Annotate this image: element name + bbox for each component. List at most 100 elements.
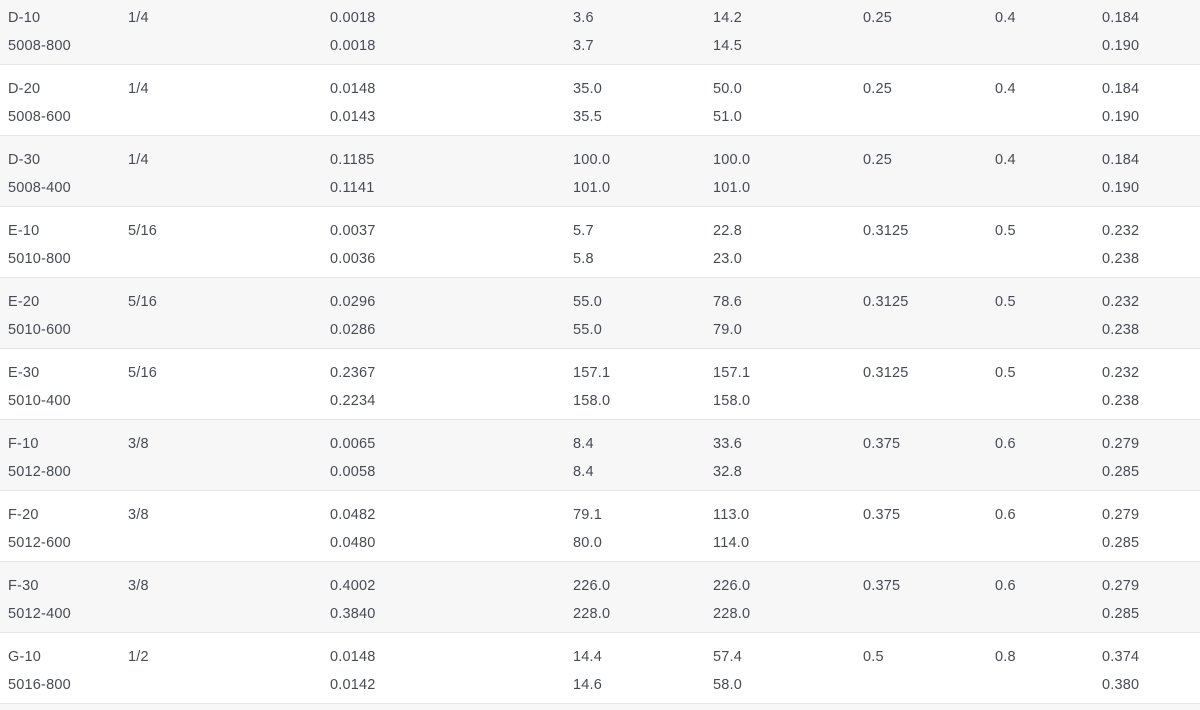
cell-col5: 100.0 101.0 (705, 146, 855, 206)
cell-col6: 0.5 (855, 643, 987, 703)
col3-line2: 0.2234 (330, 393, 376, 409)
col5-line1: 14.2 (713, 10, 743, 26)
cell-col5: 50.0 51.0 (705, 75, 855, 135)
cell-col7: 0.4 (987, 4, 1094, 64)
col4-line2: 8.4 (573, 464, 594, 480)
table-row: F-30 5012-400 3/8 0.4002 0.3840 226.0 22… (0, 562, 1200, 633)
cell-model: D-30 5008-400 (0, 146, 120, 206)
cell-model: F-30 5012-400 (0, 572, 120, 632)
col4-line1: 3.6 (573, 10, 594, 26)
col5-line2: 228.0 (713, 606, 751, 622)
cell-size-fraction: 1/4 (120, 4, 322, 64)
col8-line1: 0.232 (1102, 294, 1140, 310)
cell-col4: 3.6 3.7 (565, 4, 705, 64)
table-row: E-10 5010-800 5/16 0.0037 0.0036 5.7 5.8… (0, 207, 1200, 278)
cell-col4: 157.1 158.0 (565, 359, 705, 419)
col5-line1: 226.0 (713, 578, 751, 594)
col5-line2: 14.5 (713, 38, 743, 54)
cell-col5: 157.1 158.0 (705, 359, 855, 419)
cell-col5: 14.2 14.5 (705, 4, 855, 64)
col6-value: 0.25 (863, 10, 893, 26)
cell-col5: 22.8 23.0 (705, 217, 855, 277)
col5-line1: 113.0 (713, 507, 750, 523)
col4-line2: 158.0 (573, 393, 611, 409)
col5-line1: 33.6 (713, 436, 743, 452)
part-number: 5008-400 (8, 180, 71, 196)
col5-line1: 100.0 (713, 152, 751, 168)
col5-line2: 79.0 (713, 322, 743, 338)
col8-line1: 0.232 (1102, 365, 1140, 381)
part-number: 5012-400 (8, 606, 71, 622)
cell-col7: 0.6 (987, 501, 1094, 561)
col3-line2: 0.0480 (330, 535, 376, 551)
table-row: E-20 5010-600 5/16 0.0296 0.0286 55.0 55… (0, 278, 1200, 349)
cell-size-fraction: 3/8 (120, 501, 322, 561)
cell-col5: 113.0 114.0 (705, 501, 855, 561)
col8-line2: 0.190 (1102, 180, 1140, 196)
model-code: E-20 (8, 294, 40, 310)
cell-col6: 0.375 (855, 572, 987, 632)
col5-line2: 51.0 (713, 109, 743, 125)
col3-line2: 0.0018 (330, 38, 376, 54)
table-row: D-20 5008-600 1/4 0.0148 0.0143 35.0 35.… (0, 65, 1200, 136)
cell-model: F-10 5012-800 (0, 430, 120, 490)
col3-line1: 0.0296 (330, 294, 376, 310)
col3-line2: 0.3840 (330, 606, 376, 622)
col5-line2: 114.0 (713, 535, 750, 551)
col8-line2: 0.238 (1102, 393, 1140, 409)
cell-col5: 33.6 32.8 (705, 430, 855, 490)
col4-line1: 5.7 (573, 223, 594, 239)
cell-size-fraction: 5/16 (120, 217, 322, 277)
model-code: F-10 (8, 436, 39, 452)
cell-col8: 0.279 0.285 (1094, 572, 1200, 632)
part-number: 5010-600 (8, 322, 71, 338)
col3-line1: 0.0065 (330, 436, 376, 452)
col3-line2: 0.0286 (330, 322, 376, 338)
cell-col6: 0.375 (855, 430, 987, 490)
cell-model: E-20 5010-600 (0, 288, 120, 348)
col5-line1: 78.6 (713, 294, 743, 310)
cell-col5: 226.0 228.0 (705, 572, 855, 632)
col7-value: 0.4 (995, 152, 1016, 168)
cell-col3: 0.0482 0.0480 (322, 501, 565, 561)
col8-line1: 0.374 (1102, 649, 1140, 665)
cell-col8: 0.232 0.238 (1094, 288, 1200, 348)
col8-line2: 0.238 (1102, 322, 1140, 338)
col3-line1: 0.0018 (330, 10, 376, 26)
cell-col6: 0.3125 (855, 288, 987, 348)
cell-col5: 57.4 58.0 (705, 643, 855, 703)
cell-col4: 14.4 14.6 (565, 643, 705, 703)
cell-col6: 0.3125 (855, 217, 987, 277)
col3-line1: 0.0148 (330, 81, 376, 97)
cell-col4: 226.0 228.0 (565, 572, 705, 632)
size-fraction-value: 5/16 (128, 223, 158, 239)
col4-line1: 100.0 (573, 152, 611, 168)
cell-size-fraction: 1/2 (120, 643, 322, 703)
cell-col3: 0.0018 0.0018 (322, 4, 565, 64)
cell-col3: 0.2367 0.2234 (322, 359, 565, 419)
cell-col4: 5.7 5.8 (565, 217, 705, 277)
col7-value: 0.6 (995, 436, 1016, 452)
col6-value: 0.3125 (863, 294, 909, 310)
col4-line1: 157.1 (573, 365, 611, 381)
cell-model: G-10 5016-800 (0, 643, 120, 703)
cell-col6: 0.25 (855, 4, 987, 64)
part-number: 5010-400 (8, 393, 71, 409)
size-fraction-value: 5/16 (128, 294, 158, 310)
cell-col8: 0.374 0.380 (1094, 643, 1200, 703)
model-code: D-30 (8, 152, 41, 168)
model-code: D-10 (8, 10, 41, 26)
model-code: D-20 (8, 81, 41, 97)
col6-value: 0.3125 (863, 365, 909, 381)
model-code: F-30 (8, 578, 39, 594)
cell-size-fraction: 3/8 (120, 572, 322, 632)
cell-col3: 0.0148 0.0142 (322, 643, 565, 703)
col6-value: 0.25 (863, 152, 893, 168)
col6-value: 0.5 (863, 649, 884, 665)
cell-col7: 0.4 (987, 75, 1094, 135)
col8-line1: 0.232 (1102, 223, 1140, 239)
col3-line2: 0.1141 (330, 180, 375, 196)
cell-model: D-10 5008-800 (0, 4, 120, 64)
